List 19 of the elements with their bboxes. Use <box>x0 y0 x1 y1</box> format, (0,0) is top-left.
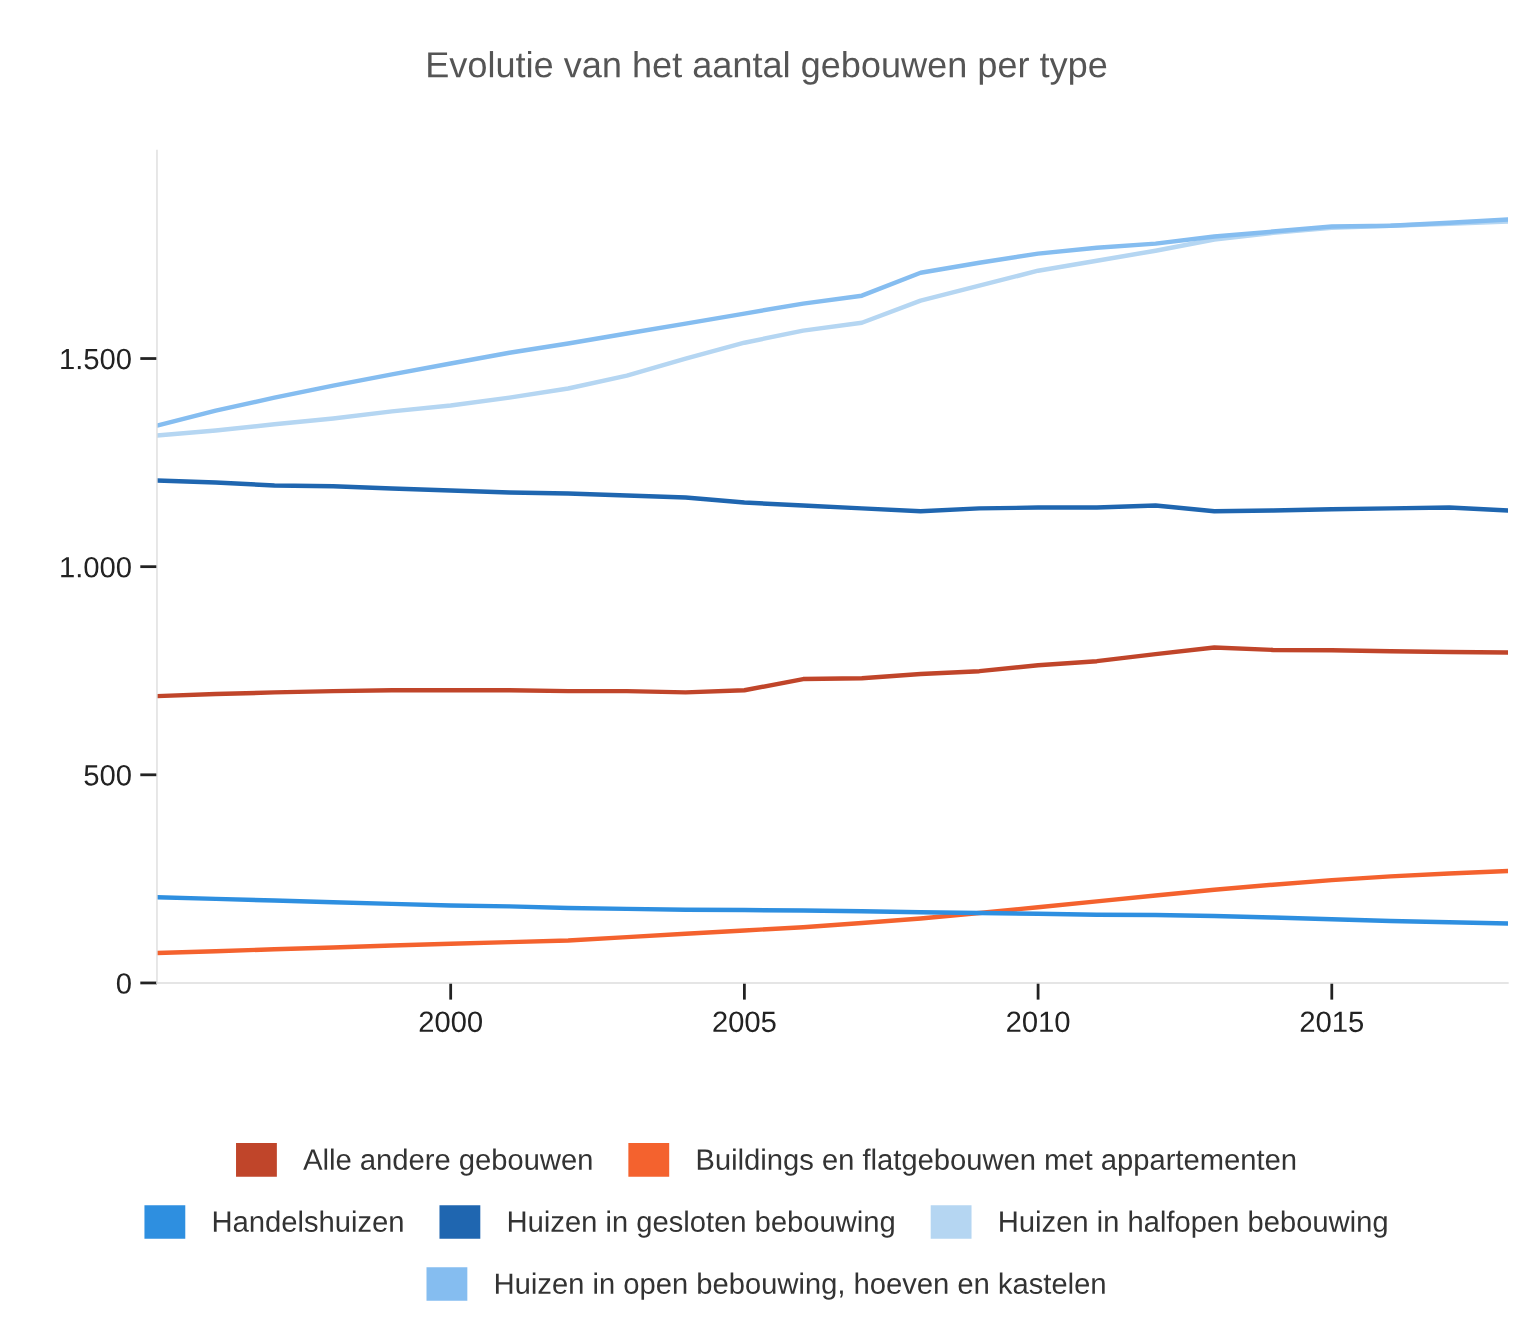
x-tick-label: 2000 <box>419 1011 482 1033</box>
line-series <box>156 645 1509 699</box>
legend-label: Huizen in open bebouwing, hoeven en kastelen <box>495 1272 1105 1300</box>
y-tick-label: 0 <box>116 973 131 994</box>
line-series <box>156 894 1509 926</box>
x-tick-label: 2010 <box>1007 1011 1070 1033</box>
line-series <box>156 478 1509 514</box>
legend-label: Huizen in halfopen bebouwing <box>1000 1210 1387 1238</box>
y-tick-label: 1.000 <box>61 556 131 578</box>
chart-title: Evolutie van het aantal gebouwen per type <box>428 51 1107 85</box>
y-tick-label: 500 <box>84 765 131 786</box>
line-series <box>156 868 1509 956</box>
legend-label: Buildings en flatgebouwen met appartementen <box>697 1148 1296 1176</box>
legend-label: Handelshuizen <box>213 1210 403 1232</box>
legend-label: Huizen in gesloten bebouwing <box>508 1210 894 1238</box>
x-tick-label: 2005 <box>713 1011 776 1033</box>
legend-label: Alle andere gebouwen <box>303 1148 592 1176</box>
x-tick-label: 2015 <box>1300 1011 1364 1033</box>
y-tick-label: 1.500 <box>61 348 131 370</box>
